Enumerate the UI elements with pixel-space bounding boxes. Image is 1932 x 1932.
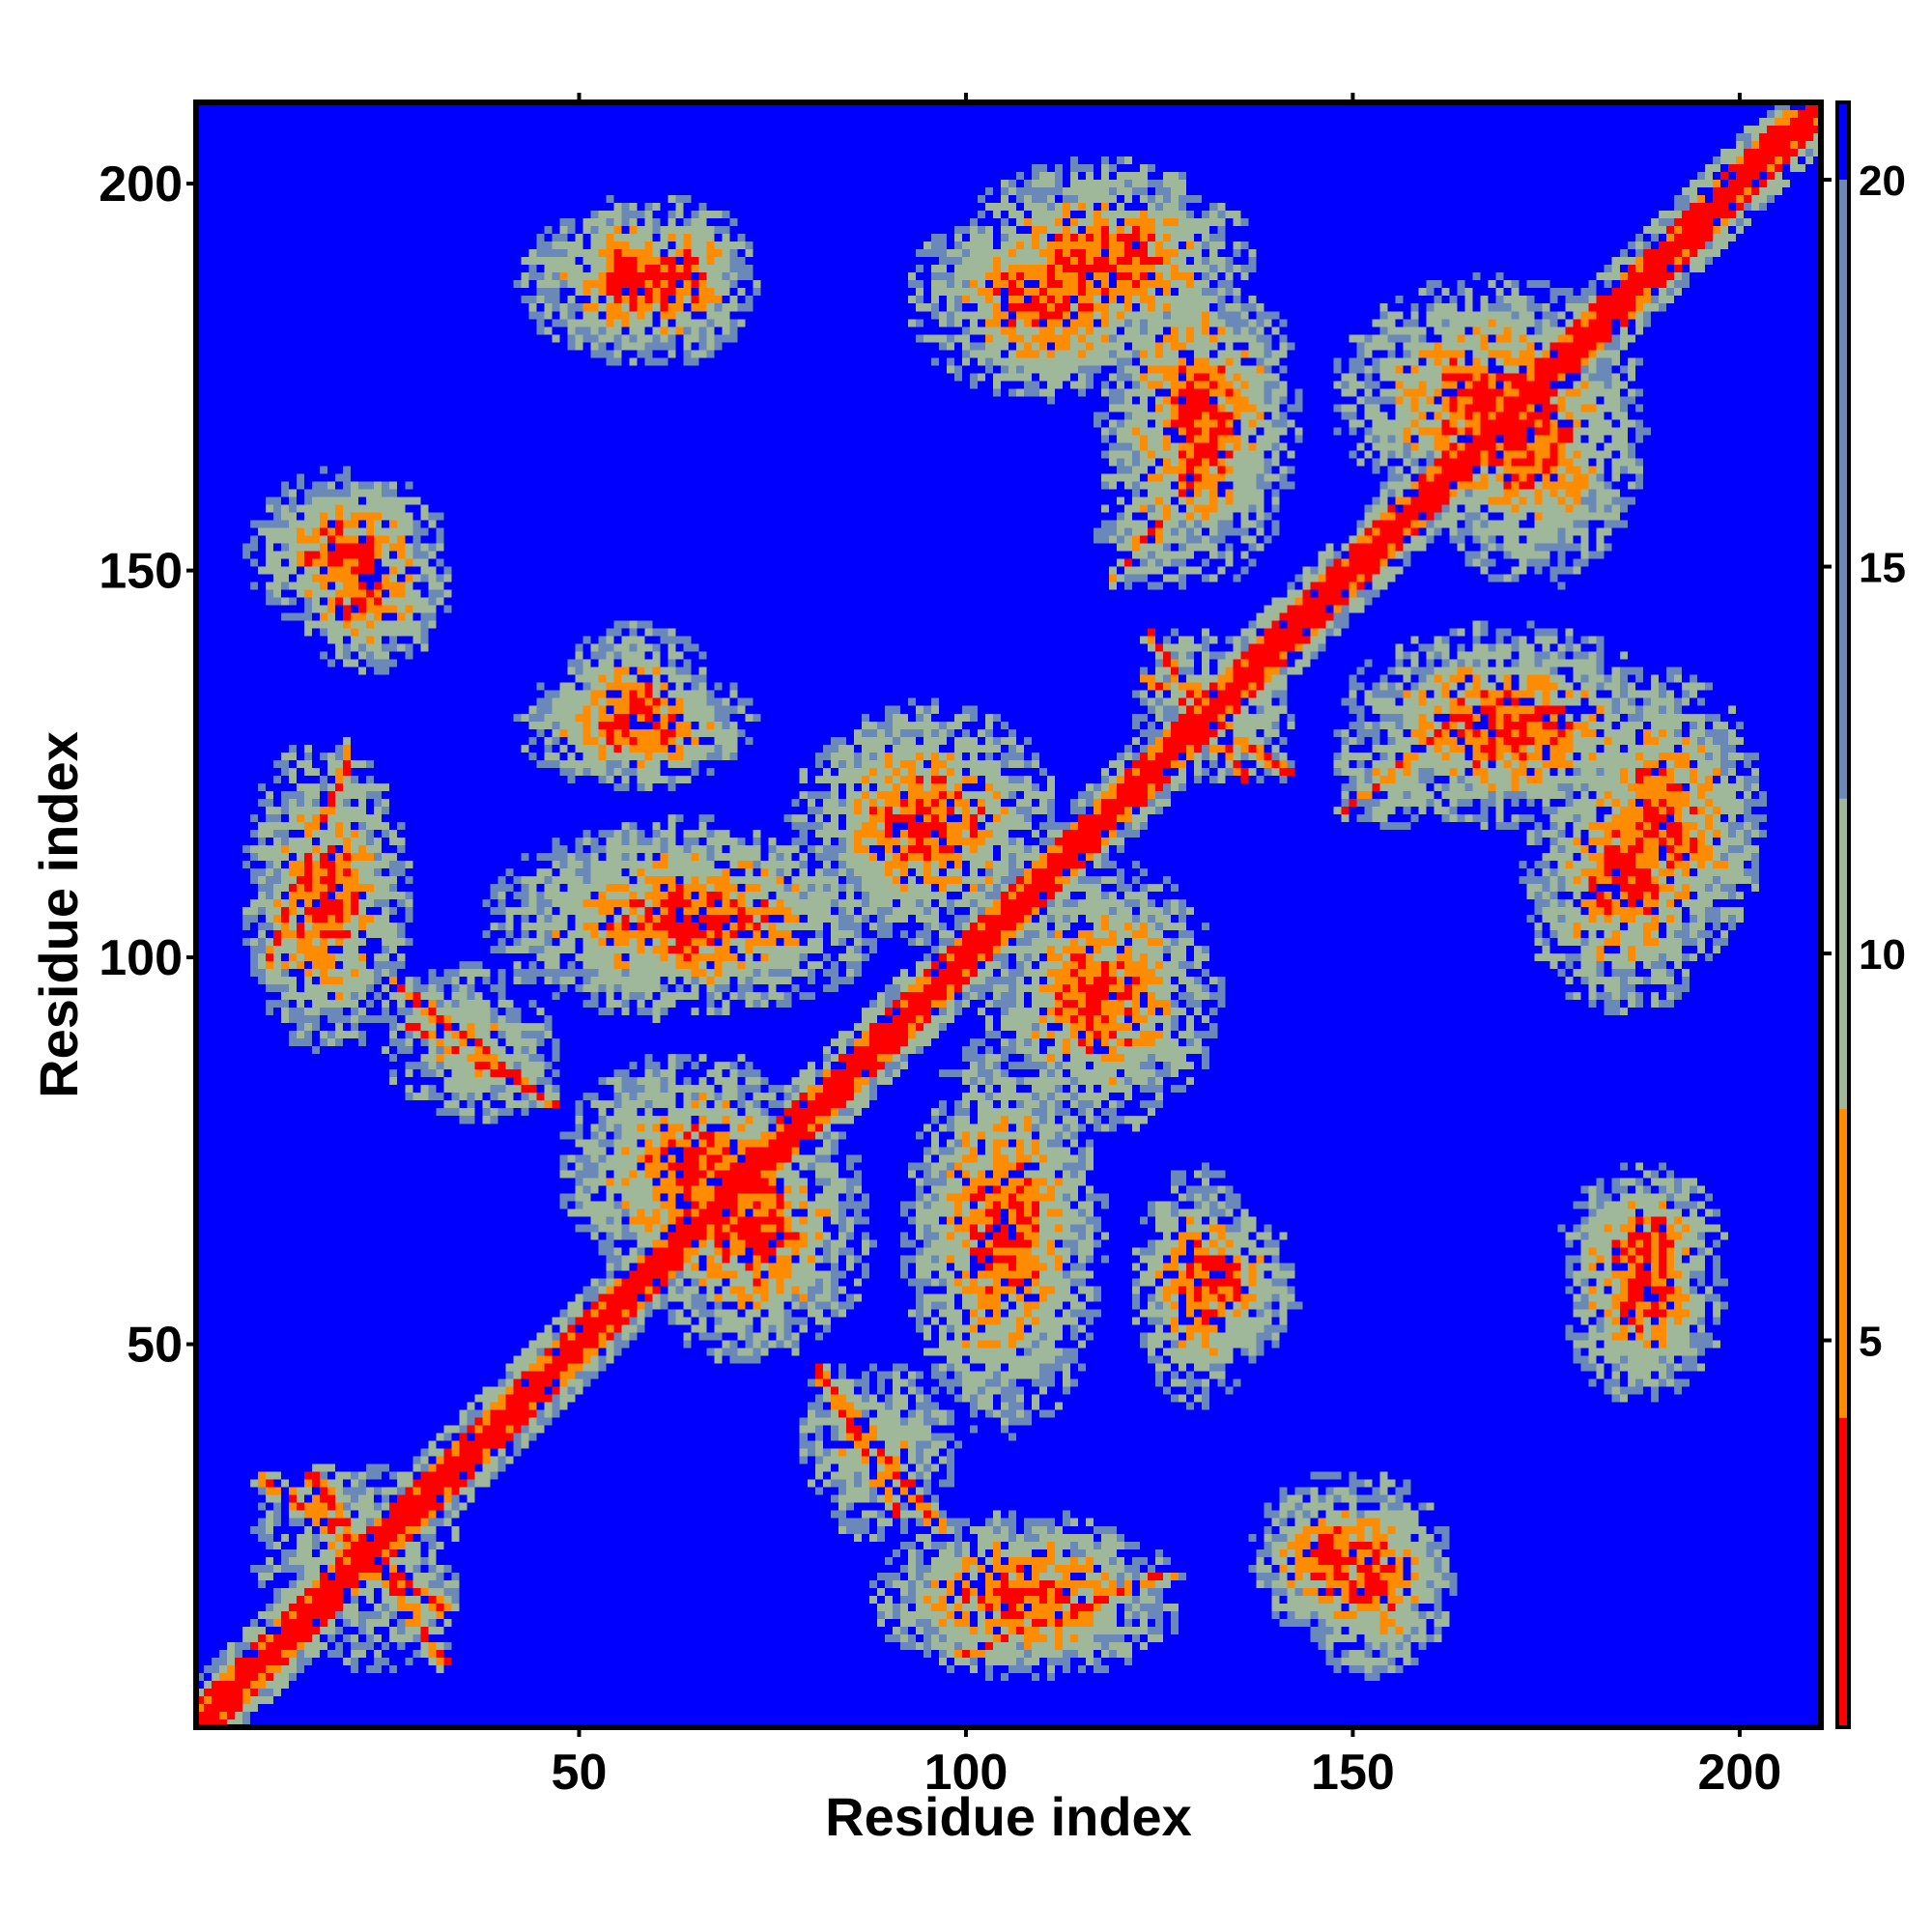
y-tick-label: 150 bbox=[99, 544, 183, 600]
colorbar-frame bbox=[1835, 100, 1851, 1729]
y-axis-label: Residue index bbox=[28, 731, 89, 1098]
x-tick-label: 50 bbox=[552, 1745, 608, 1801]
heatmap-image bbox=[196, 102, 1821, 1727]
heatmap-cells bbox=[196, 102, 1821, 1727]
x-axis-label: Residue index bbox=[825, 1786, 1192, 1847]
x-axis-ticks: 50 100 150 200 bbox=[552, 93, 1782, 1801]
x-tick-label: 150 bbox=[1311, 1745, 1395, 1801]
colorbar-tick-label: 15 bbox=[1859, 545, 1906, 592]
colorbar-tick-label: 5 bbox=[1859, 1319, 1882, 1366]
colorbar: 5 10 15 20 bbox=[1822, 100, 1906, 1729]
y-tick-label: 100 bbox=[99, 930, 183, 986]
colorbar-band bbox=[1837, 102, 1849, 181]
colorbar-band bbox=[1837, 1108, 1849, 1418]
y-tick-label: 200 bbox=[99, 156, 183, 213]
colorbar-band bbox=[1837, 1417, 1849, 1727]
colorbar-band bbox=[1837, 180, 1849, 799]
colorbar-band bbox=[1837, 798, 1849, 1109]
plot-frame bbox=[193, 99, 1824, 1730]
x-tick-label: 200 bbox=[1698, 1745, 1782, 1801]
y-axis-ticks: 50 100 150 200 bbox=[99, 156, 196, 1374]
colorbar-tick-label: 20 bbox=[1859, 157, 1906, 205]
x-tick-label: 100 bbox=[924, 1745, 1009, 1801]
colorbar-tick-label: 10 bbox=[1859, 931, 1906, 979]
y-tick-label: 50 bbox=[127, 1318, 183, 1374]
